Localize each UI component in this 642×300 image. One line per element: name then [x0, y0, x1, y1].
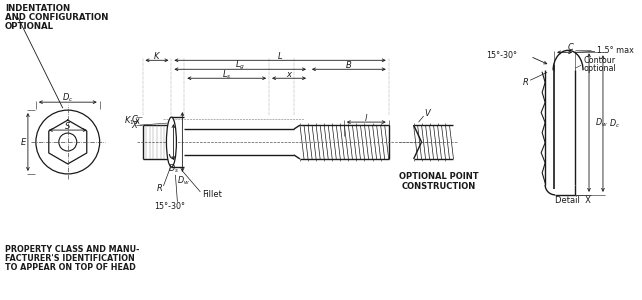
Text: 15°-30°: 15°-30° [486, 51, 517, 60]
Text: $D_w$: $D_w$ [595, 116, 608, 129]
Text: V: V [424, 109, 430, 118]
Text: OPTIONAL POINT: OPTIONAL POINT [399, 172, 478, 182]
Text: Fillet: Fillet [202, 190, 222, 199]
Text: $L_g$: $L_g$ [235, 59, 245, 72]
Text: Contour: Contour [583, 56, 615, 65]
Ellipse shape [166, 117, 177, 167]
Text: $L_s$: $L_s$ [222, 68, 232, 80]
Text: L: L [278, 52, 282, 61]
Text: Detail  X: Detail X [555, 196, 591, 205]
Text: X: X [132, 121, 137, 130]
Text: PROPERTY CLASS AND MANU-: PROPERTY CLASS AND MANU- [5, 245, 139, 254]
Text: AND CONFIGURATION: AND CONFIGURATION [5, 13, 108, 22]
Text: $D_s$: $D_s$ [168, 163, 179, 175]
Text: FACTURER'S IDENTIFICATION: FACTURER'S IDENTIFICATION [5, 254, 135, 263]
Text: 15°-30°: 15°-30° [154, 202, 185, 211]
Text: $K_1$: $K_1$ [125, 115, 135, 127]
Text: x: x [286, 70, 291, 79]
Text: $D_c$: $D_c$ [609, 117, 620, 130]
Text: C: C [132, 115, 137, 124]
Text: R: R [157, 184, 162, 194]
Text: $D_w$: $D_w$ [177, 175, 190, 187]
Text: C: C [568, 43, 574, 52]
Text: l: l [365, 114, 367, 123]
Text: E: E [21, 137, 26, 146]
Text: 1.5° max: 1.5° max [597, 46, 634, 55]
Text: S: S [65, 122, 71, 130]
Text: INDENTATION: INDENTATION [5, 4, 70, 13]
Text: optional: optional [583, 64, 616, 73]
Text: OPTIONAL: OPTIONAL [5, 22, 54, 31]
Text: B: B [346, 61, 352, 70]
Text: $D_c$: $D_c$ [62, 92, 74, 104]
Text: TO APPEAR ON TOP OF HEAD: TO APPEAR ON TOP OF HEAD [5, 263, 135, 272]
Text: K: K [154, 52, 160, 61]
Text: CONSTRUCTION: CONSTRUCTION [401, 182, 476, 191]
Text: R: R [523, 78, 528, 87]
